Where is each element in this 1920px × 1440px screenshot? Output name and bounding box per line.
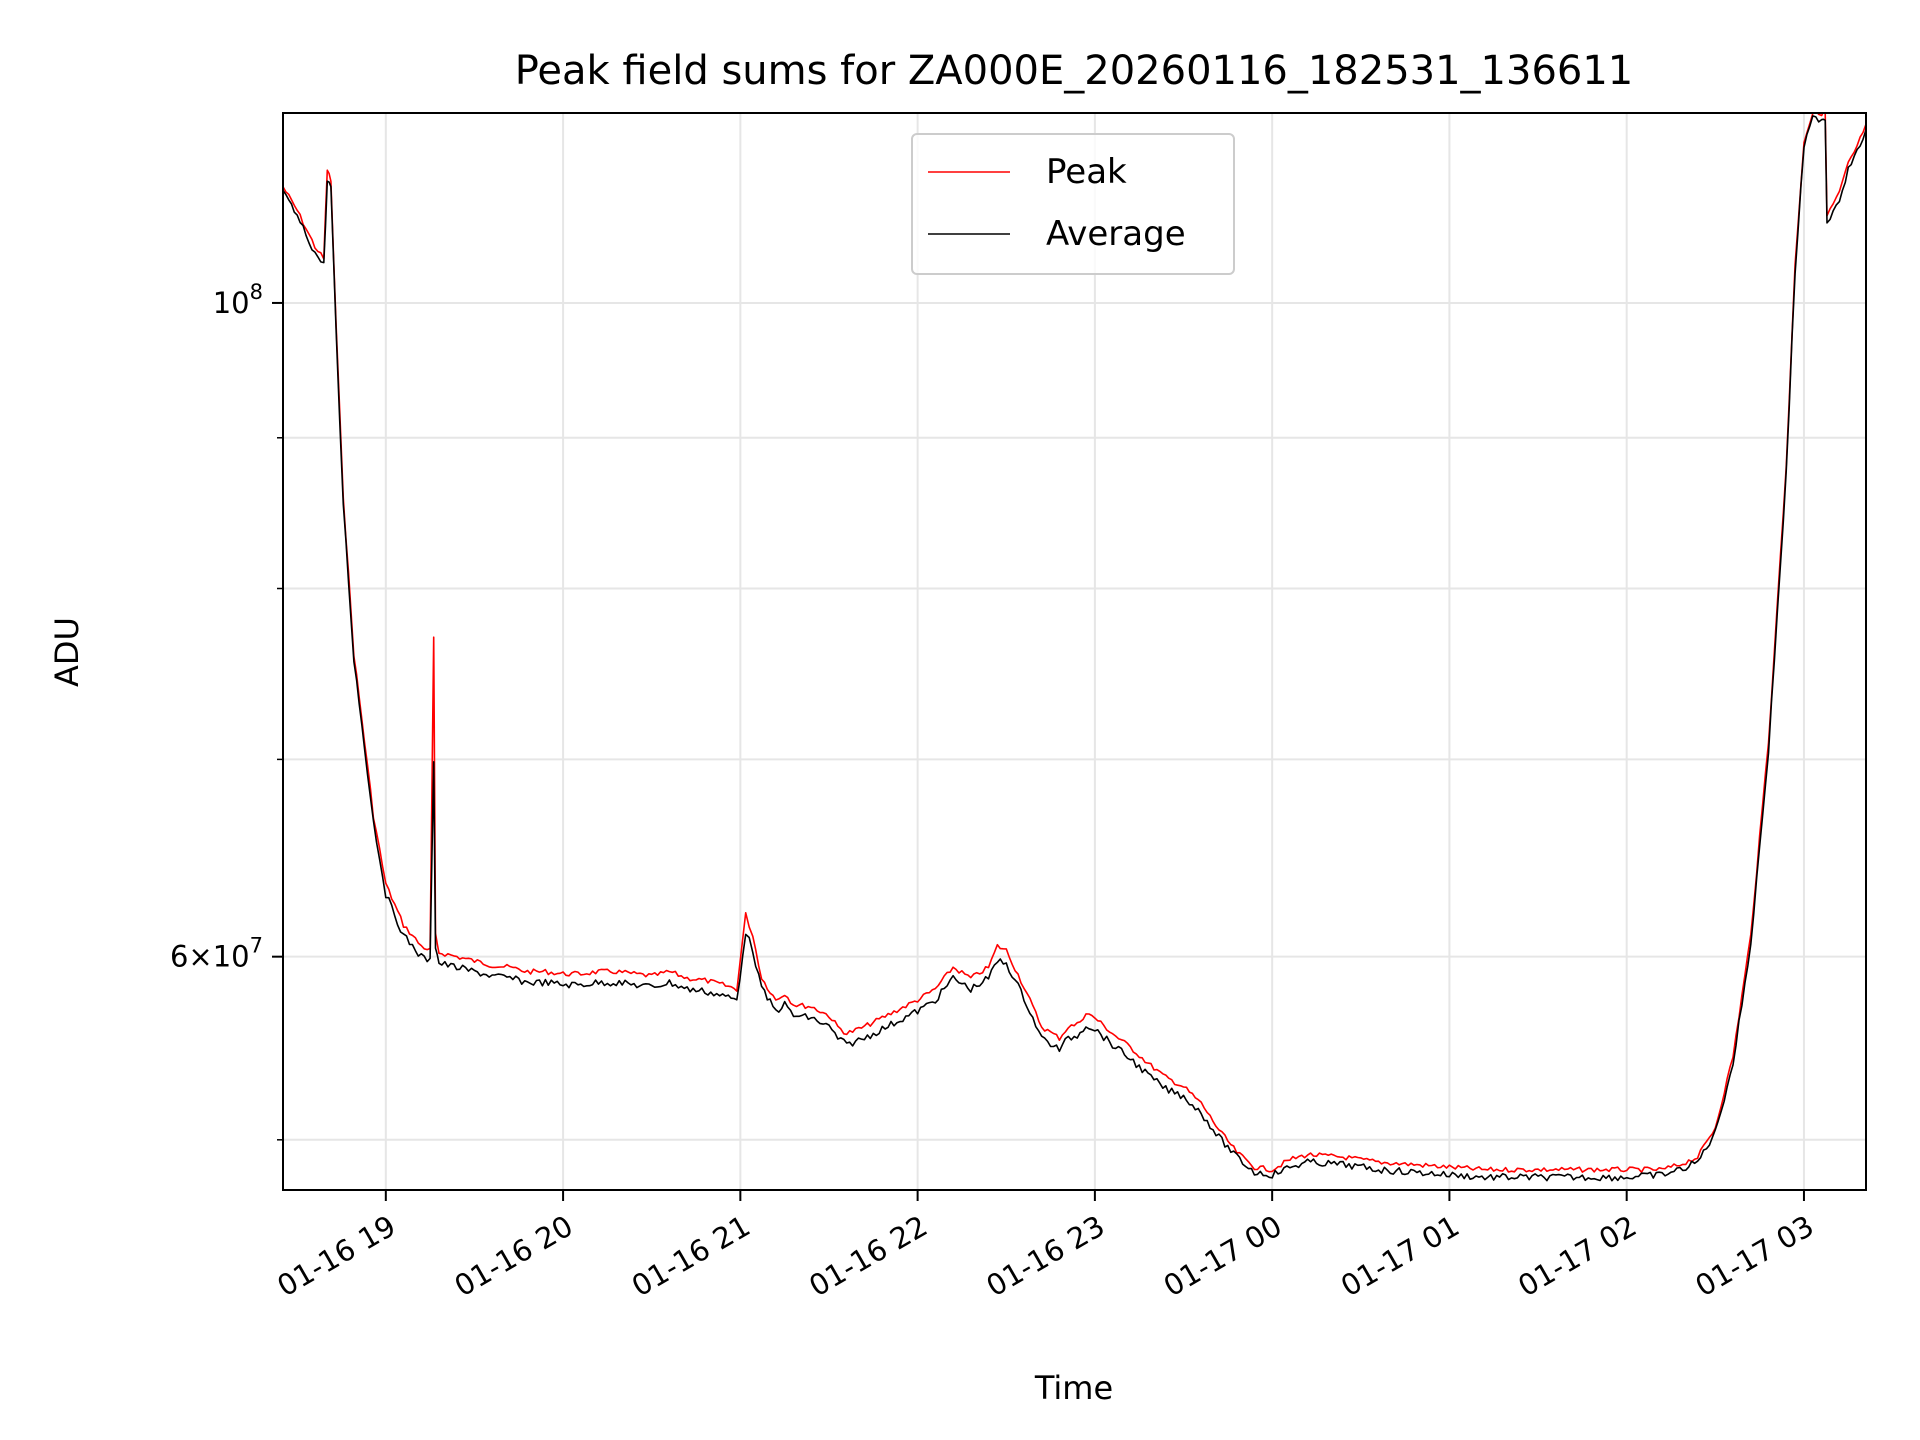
series-line-average	[283, 115, 1866, 1182]
y-axis-label: ADU	[48, 617, 86, 687]
series-layer	[283, 113, 1866, 1182]
chart-title: Peak field sums for ZA000E_20260116_1825…	[515, 48, 1634, 94]
series-line-peak	[283, 113, 1866, 1173]
legend-label-peak: Peak	[1046, 152, 1127, 192]
x-axis-label: Time	[1034, 1369, 1113, 1407]
legend: Peak Average	[911, 133, 1235, 275]
legend-box	[911, 133, 1235, 275]
y-tick-label: 6×107	[170, 934, 263, 974]
legend-label-average: Average	[1046, 214, 1186, 254]
y-tick-label: 108	[213, 280, 263, 320]
plot-frame	[282, 112, 1867, 1191]
grid	[283, 113, 1866, 1190]
y-axis: 108 6×107	[170, 280, 283, 1141]
